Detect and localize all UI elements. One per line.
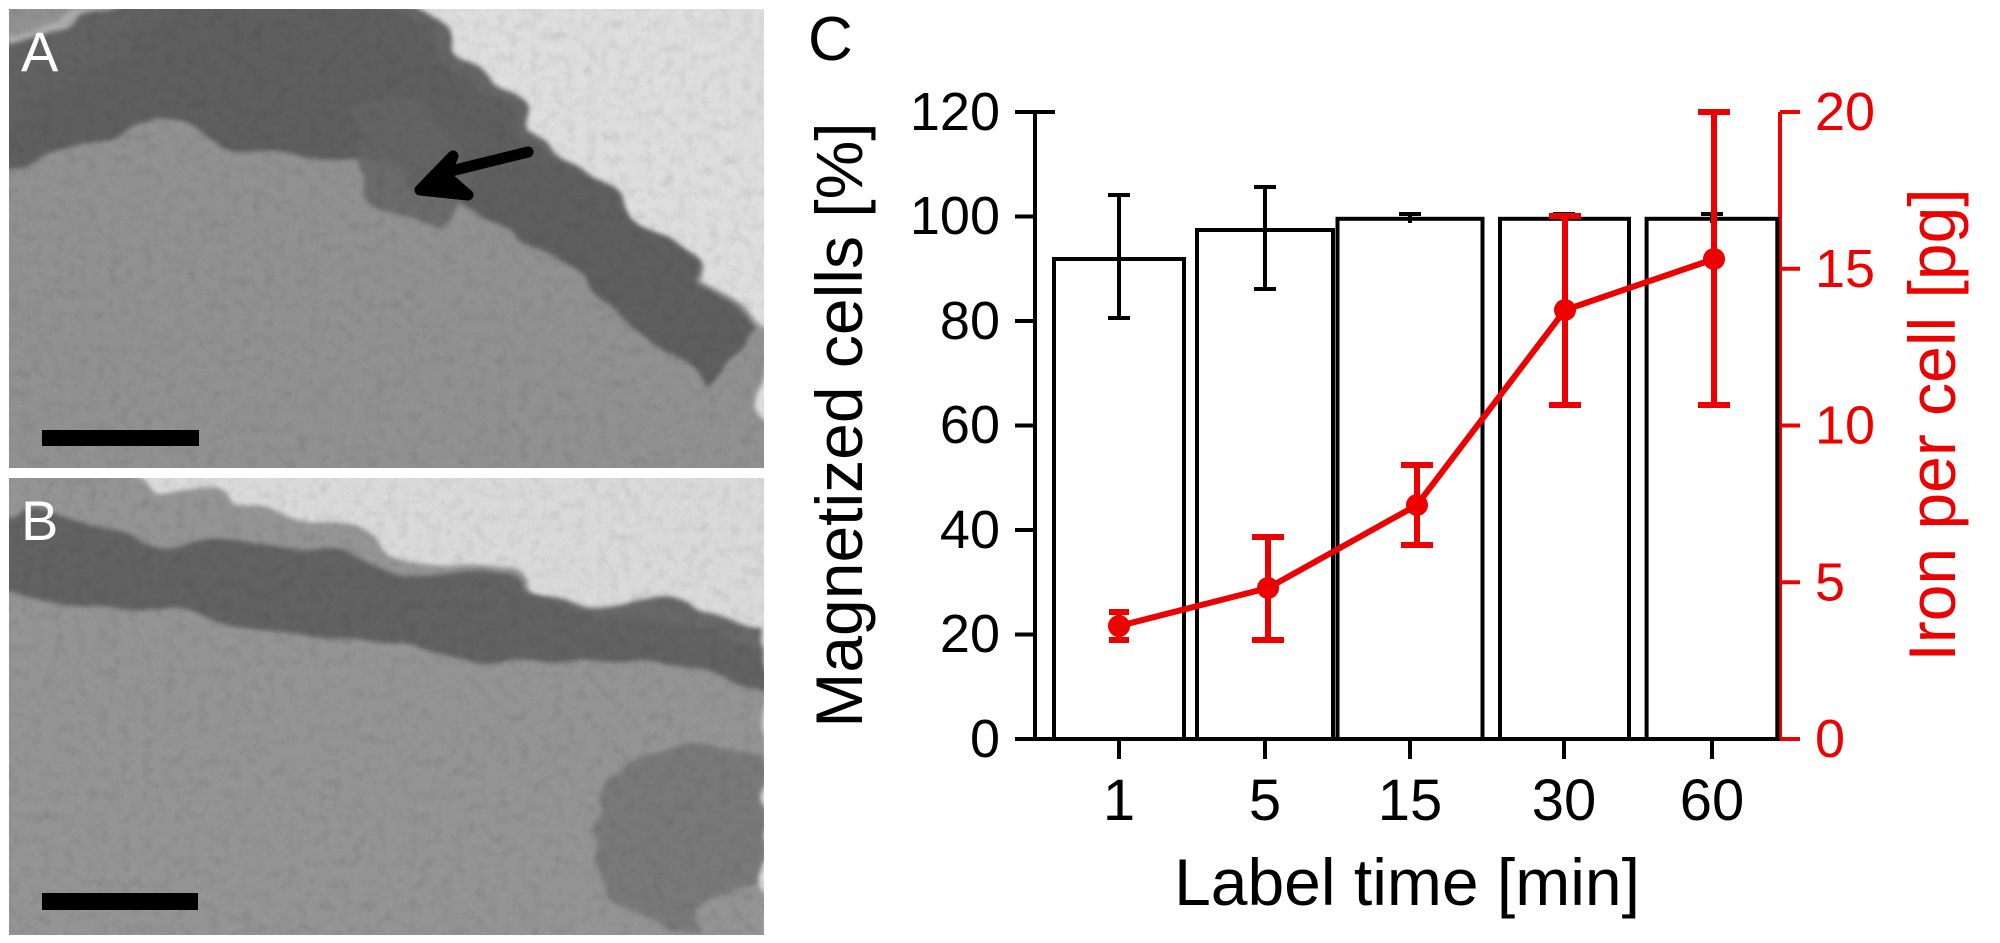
svg-text:60: 60 (940, 395, 1000, 455)
svg-text:30: 30 (1532, 768, 1597, 833)
svg-text:Iron per cell [pg]: Iron per cell [pg] (1895, 188, 1969, 661)
svg-text:Label time [min]: Label time [min] (1174, 845, 1640, 919)
svg-text:10: 10 (1815, 396, 1875, 456)
svg-text:1: 1 (1103, 768, 1135, 833)
svg-text:80: 80 (940, 291, 1000, 351)
svg-text:0: 0 (970, 709, 1000, 769)
svg-text:100: 100 (910, 186, 1000, 246)
svg-text:15: 15 (1815, 239, 1875, 299)
svg-text:5: 5 (1815, 552, 1845, 612)
svg-text:60: 60 (1680, 768, 1745, 833)
svg-text:C: C (808, 5, 853, 74)
svg-text:120: 120 (910, 82, 1000, 142)
svg-text:20: 20 (1815, 82, 1875, 142)
svg-text:0: 0 (1815, 709, 1845, 769)
svg-text:20: 20 (940, 604, 1000, 664)
svg-text:15: 15 (1378, 768, 1443, 833)
svg-text:40: 40 (940, 500, 1000, 560)
svg-text:5: 5 (1249, 768, 1281, 833)
svg-text:Magnetized cells [%]: Magnetized cells [%] (802, 122, 876, 727)
